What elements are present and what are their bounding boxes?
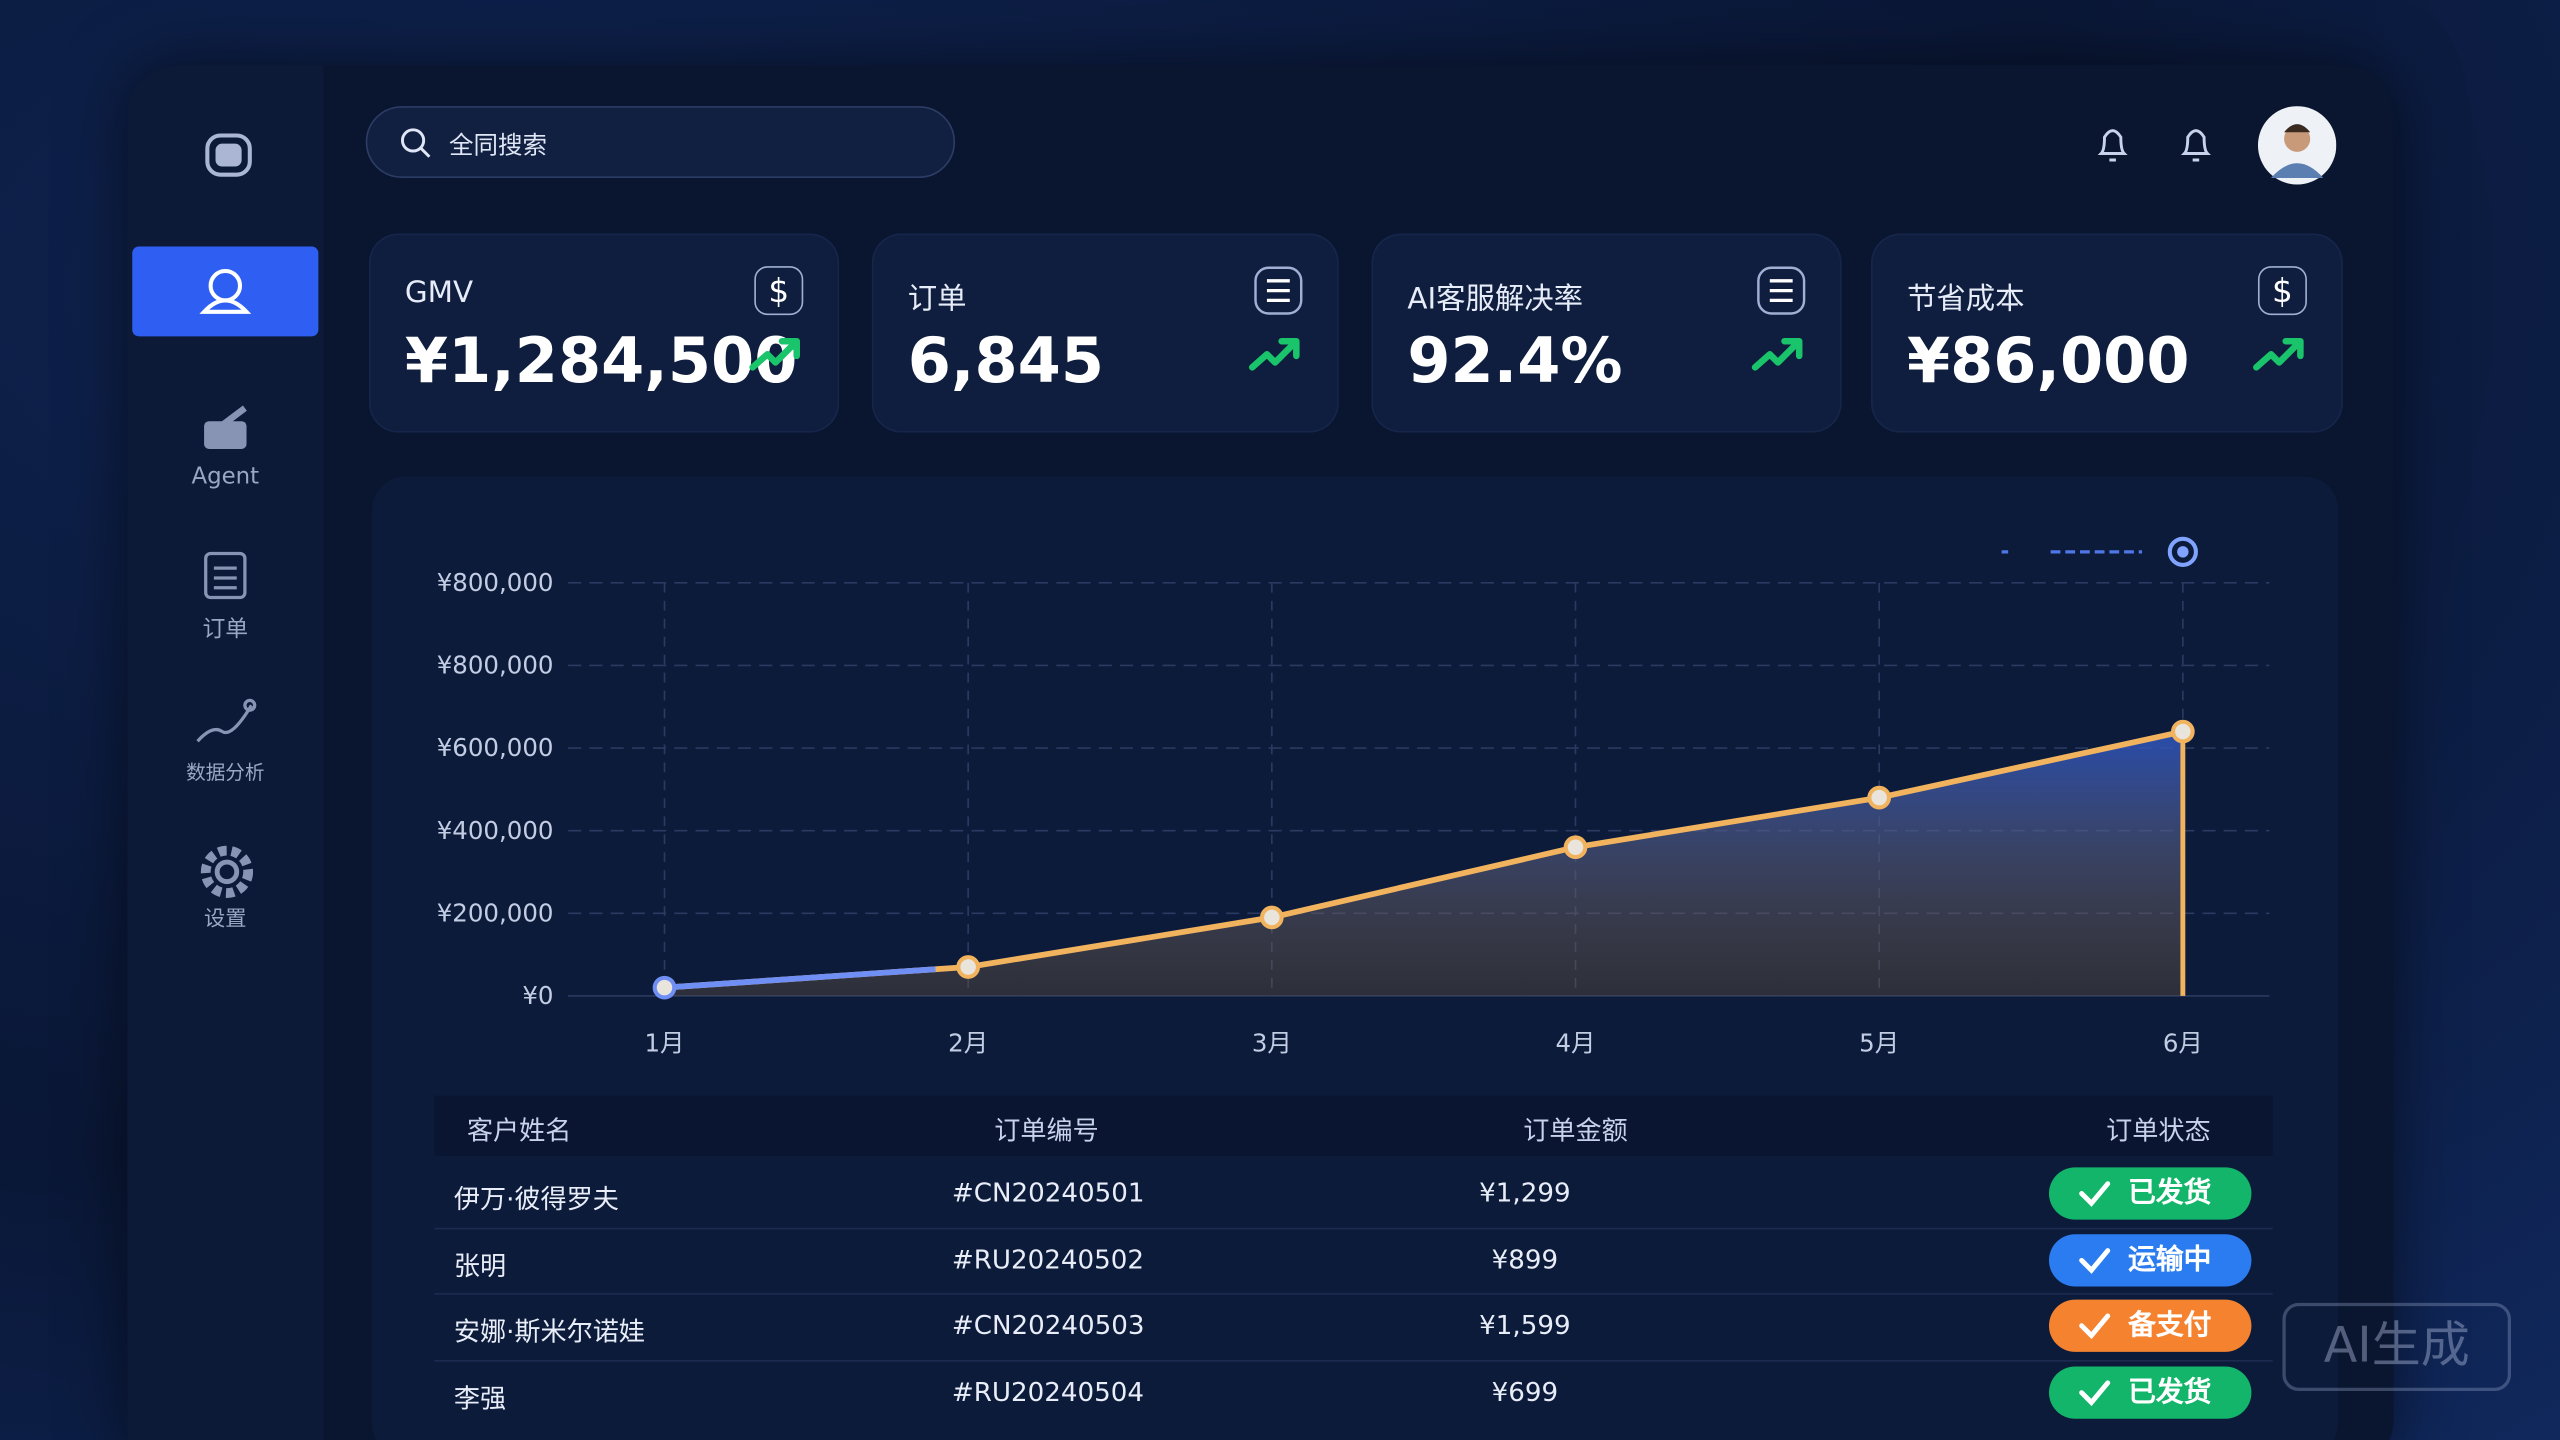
x-tick-label: 6月 — [2163, 1028, 2203, 1057]
legend-marker-dot — [2177, 546, 2189, 558]
y-tick-label: ¥600,000 — [437, 733, 554, 762]
trend-arrow — [2253, 337, 2304, 371]
table-header-cell: 客户姓名 — [466, 1115, 572, 1147]
kpi-value: 6,845 — [907, 324, 1105, 397]
watermark: AI生成 — [2282, 1302, 2512, 1392]
table-header-cell: 订单金额 — [1523, 1115, 1628, 1147]
y-tick-label: ¥800,000 — [437, 568, 554, 597]
kpi-label: AI客服解决率 — [1407, 282, 1584, 317]
customer-name: 张明 — [453, 1249, 507, 1281]
kpi-icon — [1254, 266, 1303, 315]
table-header-cell: 订单状态 — [2106, 1115, 2211, 1147]
kpi-value: ¥1,284,500 — [404, 324, 798, 397]
analytics-icon — [196, 698, 257, 743]
order-id: #RU20240504 — [951, 1375, 1144, 1407]
row-separator — [434, 1293, 2273, 1295]
avatar[interactable] — [2257, 106, 2337, 185]
kpi-value: 92.4% — [1407, 324, 1623, 397]
settings-icon — [200, 845, 254, 898]
order-amount: ¥899 — [1491, 1243, 1559, 1275]
customer-name: 伊万·彼得罗夫 — [453, 1183, 619, 1215]
point — [1259, 905, 1284, 930]
kpi-card: 节省成本 ¥86,000 $ — [1871, 233, 2343, 433]
line-start — [664, 966, 936, 991]
order-amount: ¥1,599 — [1479, 1309, 1571, 1341]
order-amount: ¥699 — [1491, 1375, 1559, 1407]
x-tick-label: 4月 — [1555, 1028, 1595, 1057]
kpi-icon: $ — [754, 266, 804, 316]
row-separator — [434, 1359, 2273, 1361]
logo — [205, 133, 252, 177]
area — [664, 731, 2183, 996]
order-amount: ¥1,299 — [1479, 1177, 1571, 1209]
x-tick-label: 3月 — [1252, 1028, 1292, 1057]
trend-arrow — [1248, 337, 1300, 371]
nav-analytics[interactable]: 数据分析 — [186, 760, 265, 784]
y-tick-label: ¥0 — [522, 981, 553, 1010]
legend-marker — [2167, 536, 2198, 567]
point — [1563, 835, 1588, 860]
x-tick-label: 5月 — [1859, 1028, 1899, 1057]
agent-icon — [204, 405, 247, 449]
nav-settings[interactable]: 设置 — [204, 907, 247, 933]
y-tick-label: ¥800,000 — [437, 651, 554, 680]
table-header — [434, 1095, 2273, 1156]
point — [2171, 719, 2195, 744]
order-id: #CN20240503 — [951, 1309, 1145, 1341]
x-tick-label: 2月 — [948, 1028, 988, 1057]
kpi-card: AI客服解决率 92.4% — [1371, 233, 1842, 433]
status-icon — [2079, 1379, 2111, 1406]
order-id: #RU20240502 — [951, 1243, 1144, 1275]
kpi-label: 节省成本 — [1906, 282, 2025, 317]
kpi-card: 订单 6,845 — [871, 233, 1339, 433]
y-tick-label: ¥200,000 — [437, 898, 554, 927]
order-id: #CN20240501 — [951, 1177, 1145, 1209]
row-separator — [434, 1226, 2273, 1229]
kpi-icon — [1757, 266, 1806, 315]
kpi-value: ¥86,000 — [1906, 324, 2190, 397]
nav-home[interactable] — [132, 246, 319, 337]
orders-icon — [204, 551, 247, 600]
x-tick-label: 1月 — [644, 1028, 684, 1057]
kpi-card: GMV ¥1,284,500 $ — [368, 233, 840, 433]
point — [1867, 785, 1892, 810]
kpi-label: 订单 — [907, 282, 967, 317]
status-icon — [2079, 1247, 2111, 1274]
point — [956, 955, 980, 979]
trend-arrow — [749, 337, 800, 371]
status-icon — [2079, 1181, 2111, 1207]
notifications[interactable] — [2093, 121, 2289, 170]
customer-name: 安娜·斯米尔诺娃 — [453, 1315, 646, 1347]
y-tick-label: ¥400,000 — [437, 816, 554, 845]
point — [652, 975, 677, 1000]
customer-name: 李强 — [453, 1382, 507, 1414]
nav-agent[interactable]: Agent — [191, 463, 260, 490]
search-box[interactable]: 全同搜索 — [365, 106, 956, 178]
search-placeholder: 全同搜索 — [448, 130, 547, 160]
table-header-cell: 订单编号 — [994, 1115, 1099, 1147]
trend-arrow — [1751, 337, 1803, 371]
nav-orders[interactable]: 订单 — [202, 617, 249, 644]
status-badge[interactable]: 备支付 — [2048, 1299, 2252, 1352]
status-icon — [2079, 1313, 2111, 1340]
kpi-label: GMV — [404, 275, 474, 311]
kpi-icon: $ — [2257, 266, 2307, 316]
